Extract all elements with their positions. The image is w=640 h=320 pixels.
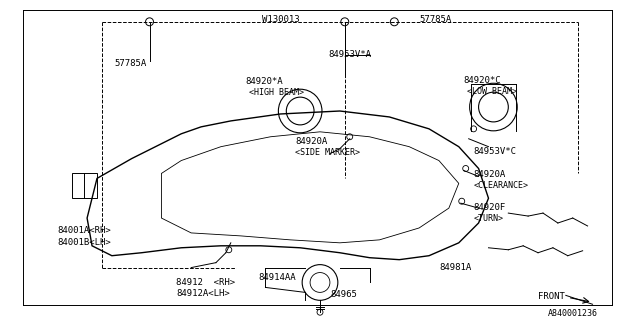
Text: 84912A<LH>: 84912A<LH> xyxy=(176,289,230,299)
Text: <CLEARANCE>: <CLEARANCE> xyxy=(474,181,529,190)
Text: <TURN>: <TURN> xyxy=(474,214,504,223)
Text: 84953V*A: 84953V*A xyxy=(328,50,371,59)
Text: <LOW BEAM>: <LOW BEAM> xyxy=(467,87,516,96)
Text: 84001A<RH>: 84001A<RH> xyxy=(58,226,111,235)
Text: <HIGH BEAM>: <HIGH BEAM> xyxy=(248,88,303,97)
Text: 84920F: 84920F xyxy=(474,203,506,212)
Text: 84920*A: 84920*A xyxy=(246,77,284,86)
Text: 84981A: 84981A xyxy=(439,263,471,272)
Text: W130013: W130013 xyxy=(262,15,299,24)
Text: 57785A: 57785A xyxy=(115,60,147,68)
Text: <SIDE MARKER>: <SIDE MARKER> xyxy=(295,148,360,157)
Text: 84912  <RH>: 84912 <RH> xyxy=(176,277,236,286)
Text: 84920A: 84920A xyxy=(474,171,506,180)
Text: 84965: 84965 xyxy=(330,290,356,300)
Text: 57785A: 57785A xyxy=(419,15,451,24)
Text: 84001B<LH>: 84001B<LH> xyxy=(58,238,111,247)
Text: 84920*C: 84920*C xyxy=(464,76,501,85)
Text: FRONT: FRONT xyxy=(538,292,565,301)
Text: 84953V*C: 84953V*C xyxy=(474,147,516,156)
Text: A840001236: A840001236 xyxy=(547,309,598,318)
Text: 84920A: 84920A xyxy=(295,137,328,146)
Text: 84914AA: 84914AA xyxy=(259,273,296,282)
